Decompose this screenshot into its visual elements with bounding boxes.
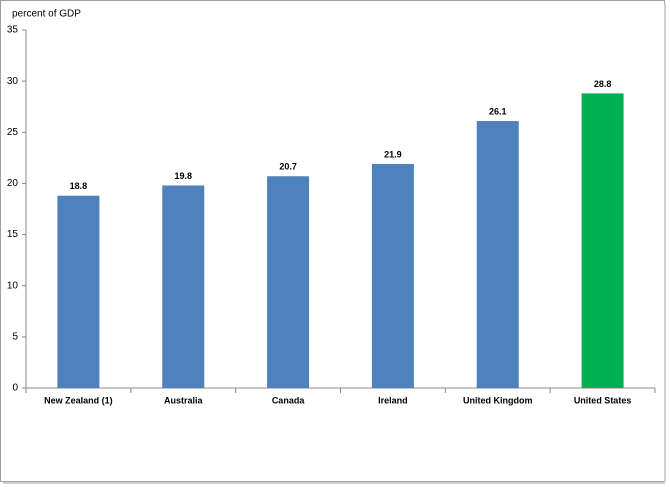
y-tick-label: 25 (7, 127, 19, 138)
y-axis-label: percent of GDP (12, 9, 81, 20)
x-tick-label: New Zealand (1) (44, 395, 113, 405)
y-tick-label: 10 (7, 280, 19, 291)
x-tick-label: United States (574, 395, 632, 405)
data-label: 19.8 (174, 171, 192, 181)
data-label: 20.7 (279, 162, 297, 172)
y-tick-label: 30 (7, 76, 19, 87)
data-label: 26.1 (489, 106, 507, 116)
data-label: 28.8 (594, 79, 612, 89)
y-tick-label: 15 (7, 229, 19, 240)
x-tick-label: Australia (164, 395, 204, 405)
data-label: 21.9 (384, 149, 402, 159)
y-tick-label: 5 (12, 331, 18, 342)
data-label: 18.8 (70, 181, 88, 191)
bar (476, 121, 519, 388)
bar (162, 185, 205, 388)
x-tick-label: Canada (272, 395, 306, 405)
bar (581, 93, 624, 388)
y-tick-label: 20 (7, 178, 19, 189)
bar (371, 163, 414, 388)
bar (57, 195, 100, 388)
bar (267, 176, 310, 388)
x-tick-label: Ireland (378, 395, 408, 405)
y-tick-label: 35 (7, 25, 19, 36)
y-tick-label: 0 (12, 383, 18, 394)
x-tick-label: United Kingdom (463, 395, 533, 405)
